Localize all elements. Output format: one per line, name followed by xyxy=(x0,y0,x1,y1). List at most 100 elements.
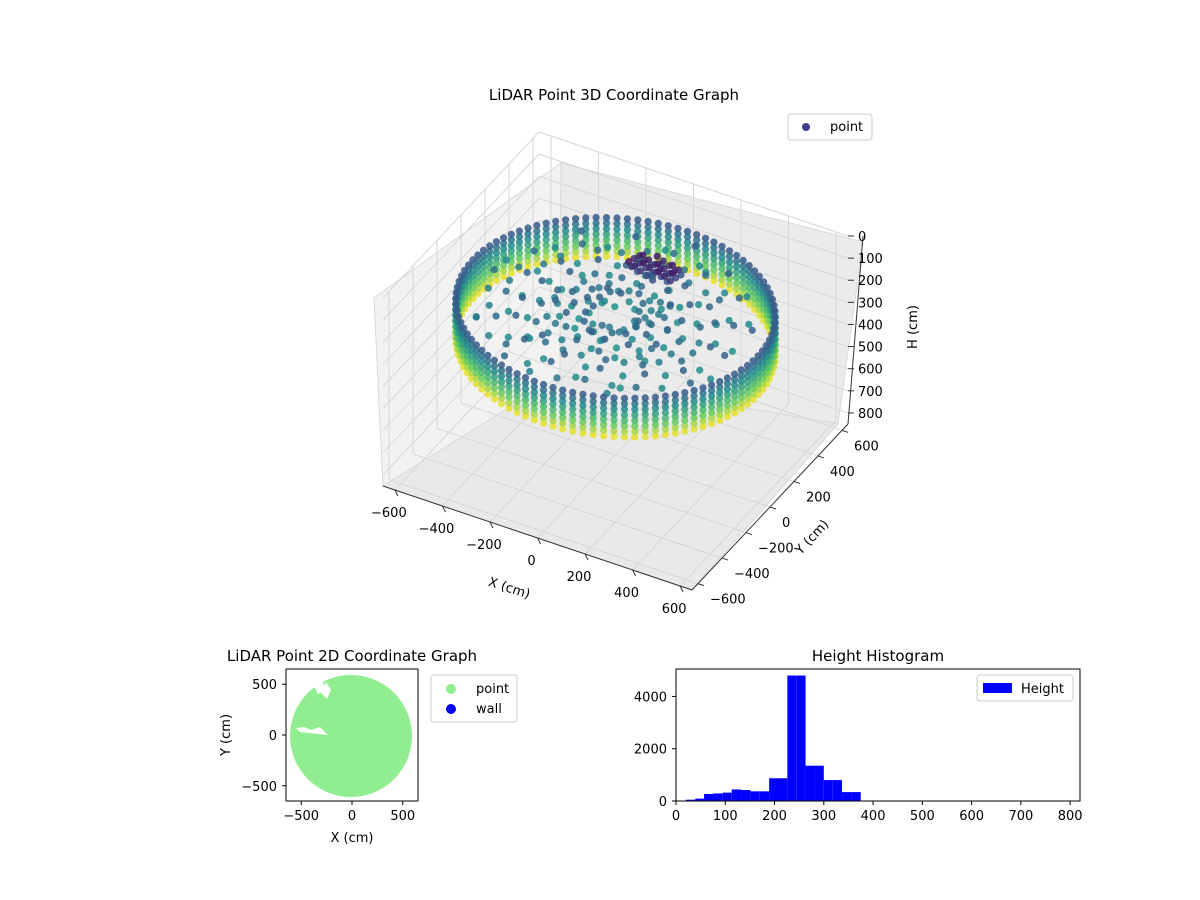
data-point xyxy=(492,249,500,257)
histogram-title: Height Histogram xyxy=(812,647,944,665)
data-point xyxy=(486,247,494,255)
tick-mark xyxy=(721,557,729,561)
data-point xyxy=(661,403,670,411)
data-point xyxy=(649,276,657,284)
data-point xyxy=(683,227,692,235)
data-point xyxy=(452,295,460,303)
data-point xyxy=(748,326,756,334)
data-point xyxy=(620,416,629,424)
data-point xyxy=(623,231,632,239)
data-point xyxy=(587,345,595,353)
data-point xyxy=(461,266,469,274)
data-point xyxy=(484,385,492,393)
x-tick-label-3d: 200 xyxy=(567,570,592,585)
data-point xyxy=(671,413,679,421)
data-point xyxy=(502,340,510,348)
legend-2d-label-point: point xyxy=(476,682,509,697)
data-point xyxy=(654,236,662,244)
data-point xyxy=(608,381,616,390)
y-tick-label-3d: 600 xyxy=(854,439,879,454)
data-point xyxy=(523,359,532,368)
data-point xyxy=(560,350,569,358)
data-point xyxy=(658,384,666,392)
histogram-bar xyxy=(778,778,788,801)
data-point xyxy=(739,262,747,270)
x-axis-label-3d: X (cm) xyxy=(486,575,532,603)
data-point xyxy=(648,345,656,353)
data-point xyxy=(562,238,570,246)
tick-mark xyxy=(441,505,446,513)
data-point xyxy=(749,379,757,387)
data-point xyxy=(520,335,529,343)
data-point xyxy=(731,381,739,389)
data-point xyxy=(725,247,734,255)
data-point xyxy=(497,400,506,408)
data-point xyxy=(634,317,642,325)
data-point xyxy=(635,290,643,298)
data-point xyxy=(745,284,753,292)
data-point xyxy=(716,411,724,419)
data-point xyxy=(664,233,672,241)
data-point xyxy=(661,398,670,406)
data-point xyxy=(468,335,476,344)
data-point xyxy=(661,414,670,422)
data-point xyxy=(504,333,512,341)
data-point xyxy=(683,260,692,269)
data-point xyxy=(573,336,581,344)
data-point xyxy=(490,362,498,370)
histogram-bar xyxy=(704,793,714,801)
data-point xyxy=(484,373,492,382)
data-point xyxy=(766,289,774,298)
data-point xyxy=(708,392,716,400)
data-point xyxy=(549,422,557,430)
data-point xyxy=(521,374,530,382)
data-point xyxy=(620,422,629,430)
data-point xyxy=(589,419,597,428)
data-point xyxy=(505,276,514,284)
data-point xyxy=(637,267,645,275)
data-point xyxy=(641,416,649,424)
z-tick-label-3d: 100 xyxy=(858,252,883,267)
data-point xyxy=(644,223,652,231)
data-point xyxy=(686,379,695,387)
data-point xyxy=(486,258,494,267)
data-point xyxy=(610,394,618,402)
data-point xyxy=(478,352,486,360)
data-point xyxy=(674,241,682,249)
data-point xyxy=(623,248,632,256)
data-point xyxy=(716,383,724,391)
data-point xyxy=(710,277,718,285)
data-point xyxy=(559,419,567,427)
data-point xyxy=(721,351,729,360)
data-point xyxy=(768,330,776,339)
data-point xyxy=(490,373,498,381)
data-point xyxy=(723,391,732,399)
histogram-bars xyxy=(685,675,1080,801)
data-point xyxy=(478,357,486,365)
data-point xyxy=(639,251,647,259)
data-point xyxy=(760,278,768,286)
data-point xyxy=(635,353,644,361)
data-point xyxy=(731,398,739,406)
data-point xyxy=(631,405,639,413)
z-tick-label-3d: 700 xyxy=(858,385,883,400)
data-point xyxy=(770,325,778,333)
data-point xyxy=(505,393,513,401)
histogram-bar xyxy=(769,778,779,801)
histogram-bar xyxy=(713,793,723,801)
data-point xyxy=(634,238,642,246)
data-point xyxy=(521,401,530,409)
data-point xyxy=(681,427,689,435)
data-point xyxy=(699,422,707,431)
data-point xyxy=(566,267,574,276)
data-point xyxy=(654,241,662,250)
data-point xyxy=(513,403,521,411)
data-point xyxy=(610,410,618,418)
histogram-bar xyxy=(842,792,852,801)
data-point xyxy=(680,266,689,274)
data-point xyxy=(543,312,551,320)
data-point xyxy=(571,324,579,332)
chart-2d: LiDAR Point 2D Coordinate Graph −500 0 500… xyxy=(219,647,518,846)
data-point xyxy=(635,347,643,355)
data-point xyxy=(600,393,608,401)
